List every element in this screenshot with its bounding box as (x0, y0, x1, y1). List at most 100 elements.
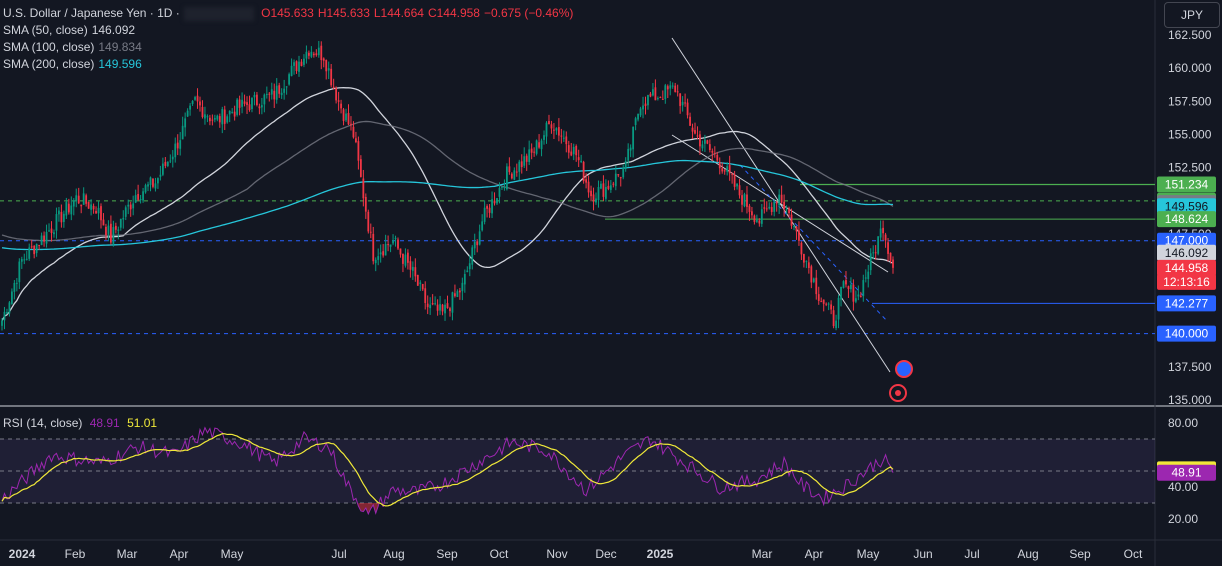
candle-body (60, 211, 63, 223)
candle-body (416, 274, 419, 286)
price-badge (1157, 198, 1216, 215)
rsi-badge (1157, 464, 1216, 481)
candle-body (612, 183, 615, 185)
price-badge-label: 147.000 (1165, 234, 1209, 248)
candle-body (290, 65, 293, 77)
candle-body (38, 244, 41, 246)
candle-body (352, 126, 355, 138)
candle-body (362, 178, 365, 199)
candle-body (3, 311, 6, 321)
candle-body (181, 125, 184, 140)
time-tick-label: Jul (331, 547, 346, 561)
candle-body (508, 166, 511, 173)
candle-body (518, 161, 521, 172)
candle-body (723, 170, 726, 172)
candle-body (275, 85, 278, 100)
rsi-legend[interactable]: RSI (14, close) 48.91 51.01 (3, 416, 157, 430)
candle-body (379, 252, 382, 255)
candle-body (607, 185, 610, 189)
candle-body (454, 293, 456, 297)
candle-body (260, 105, 263, 108)
candle-body (169, 160, 172, 162)
candle-body (129, 204, 132, 210)
candle-body (8, 302, 11, 314)
time-tick-label: 2025 (647, 547, 674, 561)
us-event-flag-icon[interactable] (895, 360, 913, 378)
candle-body (572, 146, 575, 155)
candle-body (429, 304, 432, 309)
japan-event-flag-icon[interactable] (889, 384, 907, 402)
candle-body (473, 241, 476, 249)
candle-body (402, 253, 404, 264)
price-badge (1157, 325, 1216, 342)
candle-body (102, 219, 105, 226)
candle-body (627, 148, 630, 161)
candle-body (751, 211, 753, 216)
candle-body (669, 85, 672, 89)
candle-body (337, 100, 340, 102)
candle-body (773, 201, 776, 212)
candle-body (399, 248, 402, 255)
candle-body (788, 208, 790, 213)
candle-body (842, 281, 845, 288)
candle-body (441, 304, 444, 312)
sma200-value: 149.596 (98, 57, 142, 71)
candle-body (463, 274, 466, 285)
blurred-region (183, 6, 254, 21)
sma100-label: SMA (100, close) (3, 40, 95, 54)
candle-body (728, 164, 731, 174)
candle-body (867, 271, 870, 279)
rsi-ma-line (1, 432, 894, 507)
price-badge (1157, 244, 1216, 261)
candle-body (35, 244, 38, 254)
candle-body (738, 185, 741, 196)
candle-body (496, 198, 498, 204)
candle-body (652, 89, 654, 96)
candle-body (597, 187, 600, 201)
candle-body (783, 201, 785, 209)
candle-body (40, 235, 43, 245)
candle-body (280, 92, 283, 96)
candle-body (330, 68, 333, 86)
candle-body (805, 260, 808, 262)
currency-button[interactable]: JPY (1164, 2, 1220, 28)
candle-body (523, 156, 526, 166)
candle-body (23, 259, 26, 261)
candle-body (580, 160, 583, 163)
candle-body (877, 236, 880, 254)
candle-body (689, 116, 691, 126)
candle-body (577, 157, 580, 161)
candle-body (820, 301, 823, 303)
candle-body (444, 304, 446, 314)
candle-body (741, 195, 743, 205)
candle-body (713, 152, 716, 154)
time-tick-label: Aug (1017, 547, 1038, 561)
candle-body (696, 135, 699, 137)
candle-body (300, 61, 303, 66)
candle-body (694, 130, 696, 134)
candle-body (587, 181, 590, 193)
candle-body (67, 203, 70, 213)
candle-body (649, 93, 652, 97)
candle-body (755, 220, 758, 222)
candle-body (684, 102, 686, 104)
candle-body (345, 113, 347, 121)
candle-body (174, 143, 177, 158)
price-tick-label: 155.000 (1168, 128, 1212, 142)
candle-body (515, 171, 518, 173)
candle-body (538, 142, 540, 148)
time-tick-label: Apr (805, 547, 824, 561)
symbol-legend: U.S. Dollar / Japanese Yen · 1D · O145.6… (3, 6, 577, 21)
ohlc-close: C144.958 (427, 6, 480, 20)
candle-body (439, 304, 441, 311)
candle-body (545, 122, 548, 137)
candle-body (659, 96, 662, 98)
sma50-legend[interactable]: SMA (50, close) 146.092 (3, 23, 139, 37)
sma100-legend[interactable]: SMA (100, close) 149.834 (3, 40, 146, 54)
candle-body (407, 252, 409, 263)
candle-body (602, 183, 605, 197)
candle-body (251, 97, 253, 110)
candle-body (45, 231, 48, 244)
sma200-legend[interactable]: SMA (200, close) 149.596 (3, 57, 146, 71)
